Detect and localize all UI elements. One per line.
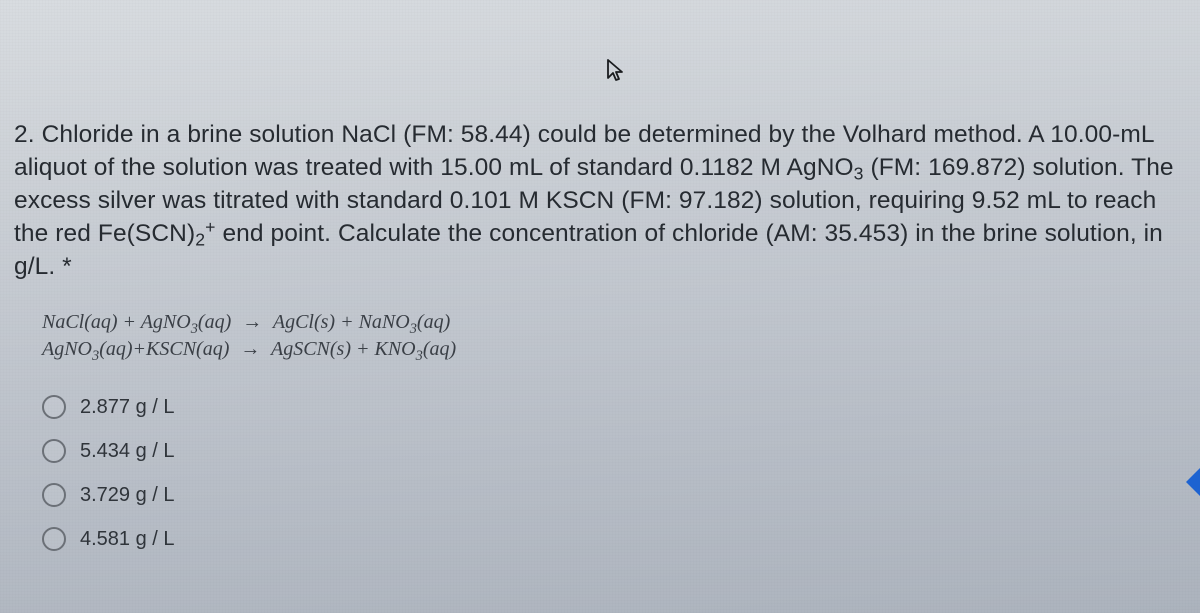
option-label: 4.581 g / L [80,528,175,551]
option-3[interactable]: 3.729 g / L [42,473,1188,517]
equations: NaCl(aq) + AgNO3(aq) → AgCl(s) + NaNO3(a… [42,309,1188,363]
option-label: 3.729 g / L [80,484,175,507]
options-group: 2.877 g / L 5.434 g / L 3.729 g / L 4.58… [42,385,1188,561]
option-2[interactable]: 5.434 g / L [42,429,1188,473]
question-text: 2. Chloride in a brine solution NaCl (FM… [14,118,1188,283]
option-label: 5.434 g / L [80,440,175,463]
radio-icon[interactable] [42,439,66,463]
option-4[interactable]: 4.581 g / L [42,517,1188,561]
mouse-cursor-icon [604,58,626,86]
radio-icon[interactable] [42,395,66,419]
equation-2: AgNO3(aq)+KSCN(aq) → AgSCN(s) + KNO3(aq) [42,336,1188,363]
radio-icon[interactable] [42,483,66,507]
question-number: 2. [14,121,35,148]
option-label: 2.877 g / L [80,396,175,419]
question-block: 2. Chloride in a brine solution NaCl (FM… [14,118,1188,561]
option-1[interactable]: 2.877 g / L [42,385,1188,429]
radio-icon[interactable] [42,527,66,551]
next-arrow-icon[interactable] [1186,468,1200,496]
question-body: Chloride in a brine solution NaCl (FM: 5… [14,121,1174,280]
equation-1: NaCl(aq) + AgNO3(aq) → AgCl(s) + NaNO3(a… [42,309,1188,336]
